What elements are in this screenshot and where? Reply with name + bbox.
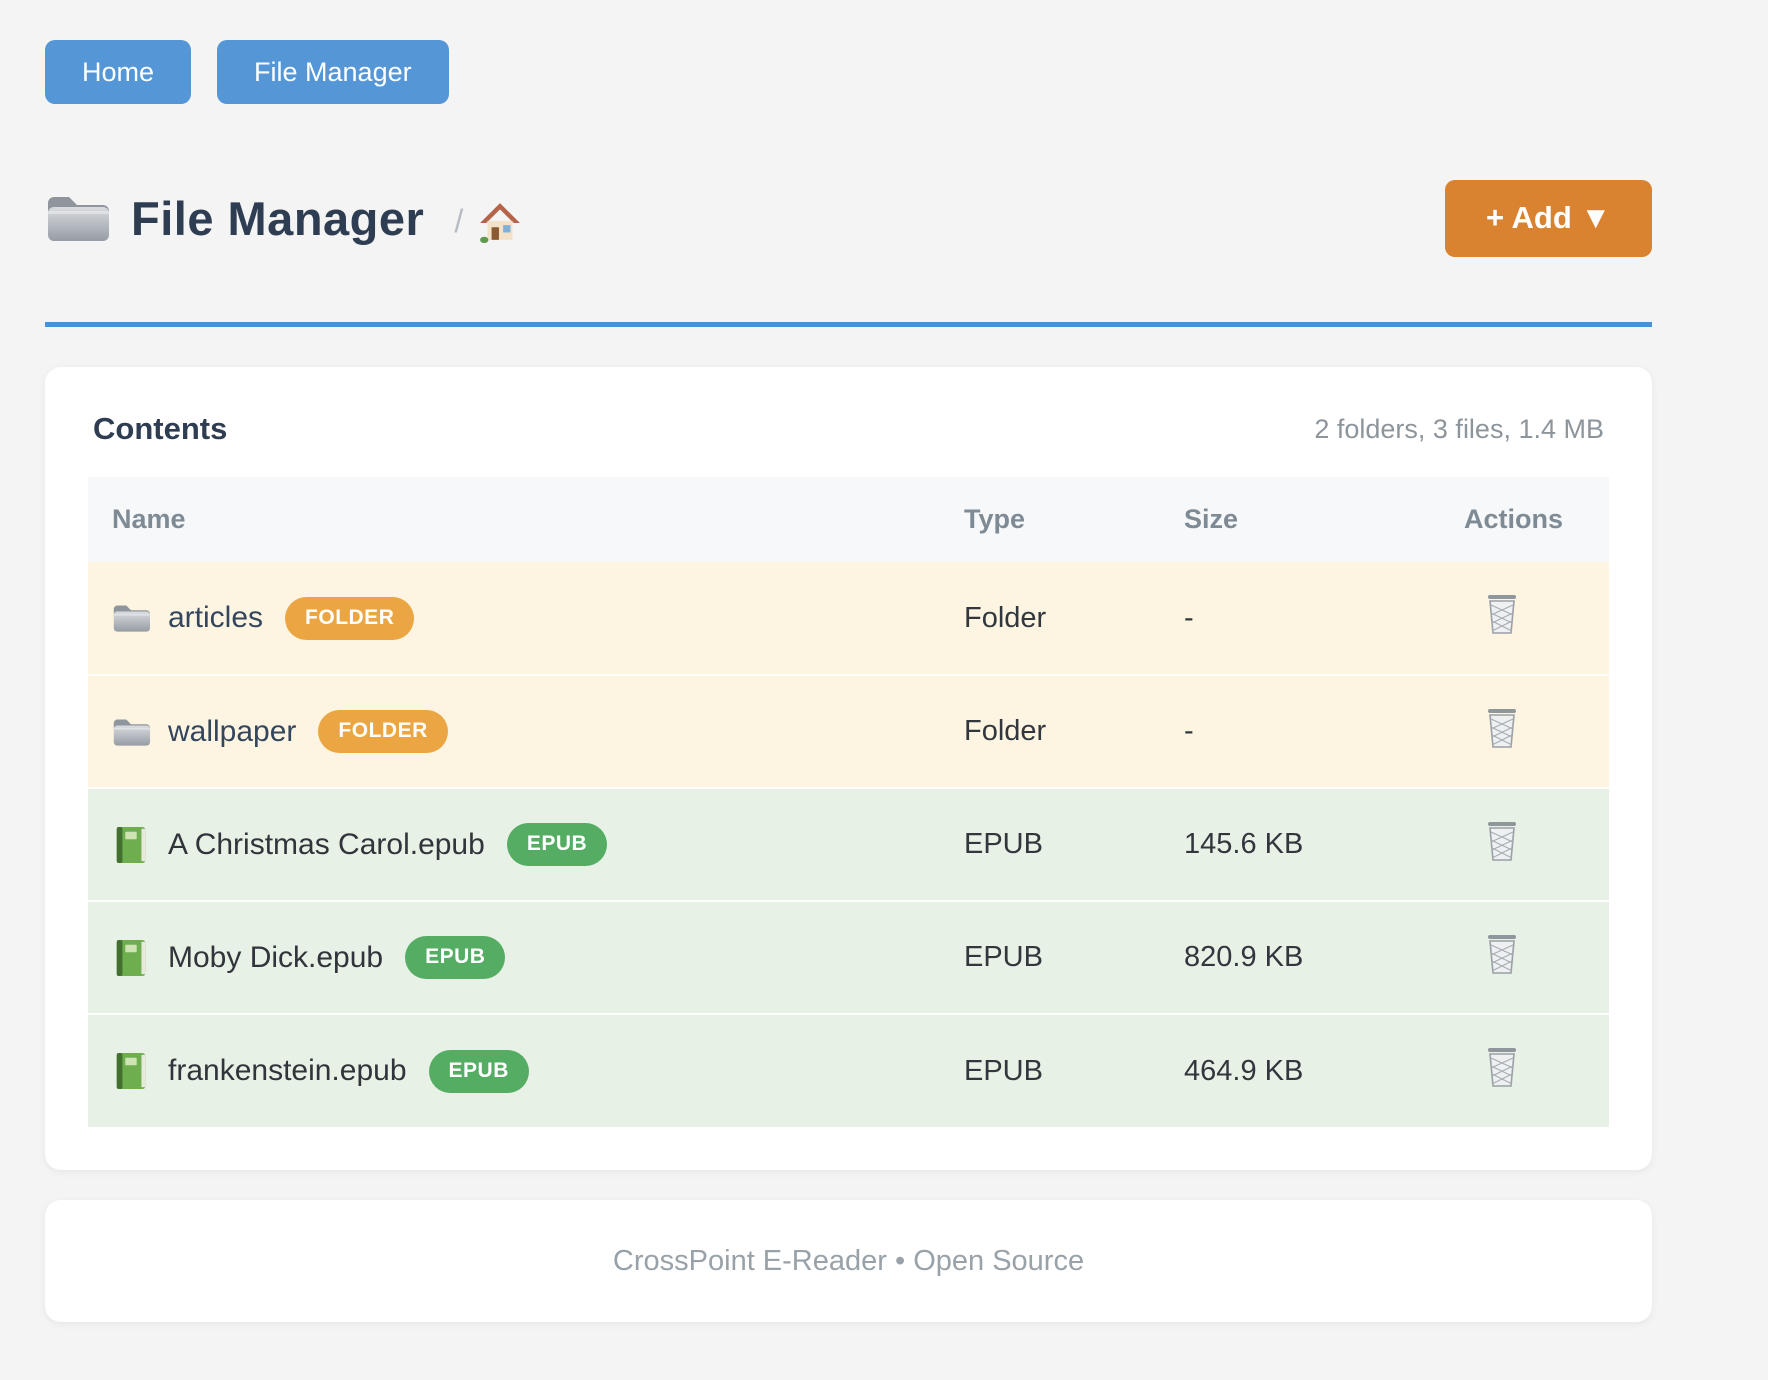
trash-icon xyxy=(1484,593,1520,635)
breadcrumb-separator: / xyxy=(454,202,464,239)
delete-button[interactable] xyxy=(1484,933,1520,975)
trash-icon xyxy=(1484,933,1520,975)
type-badge: FOLDER xyxy=(318,710,448,753)
nav-home-button[interactable]: Home xyxy=(45,40,192,104)
entry-size: 145.6 KB xyxy=(1160,787,1440,901)
top-navigation: Home File Manager xyxy=(45,40,1652,104)
add-button[interactable]: + Add ▼ xyxy=(1445,179,1652,257)
footer-card: CrossPoint E-Reader • Open Source xyxy=(45,1200,1652,1322)
home-breadcrumb-icon[interactable] xyxy=(479,201,521,243)
trash-icon xyxy=(1484,707,1520,749)
type-badge: EPUB xyxy=(506,823,608,866)
file-table: Name Type Size Actions articles FOLDER F… xyxy=(88,477,1609,1127)
type-badge: EPUB xyxy=(428,1049,529,1093)
header-divider xyxy=(45,322,1652,327)
footer-text: CrossPoint E-Reader • Open Source xyxy=(612,1244,1085,1277)
trash-icon xyxy=(1484,1046,1520,1088)
entry-type: EPUB xyxy=(940,787,1160,901)
delete-button[interactable] xyxy=(1484,707,1520,749)
folder-icon xyxy=(45,191,109,245)
contents-header: Contents 2 folders, 3 files, 1.4 MB xyxy=(88,411,1609,447)
column-header-type: Type xyxy=(940,477,1160,562)
type-badge: FOLDER xyxy=(285,596,415,640)
entry-size: - xyxy=(1160,562,1440,675)
page-title: File Manager xyxy=(131,191,425,245)
delete-button[interactable] xyxy=(1484,1046,1520,1088)
entry-type: EPUB xyxy=(940,900,1160,1014)
page-header: File Manager / + Add ▼ xyxy=(45,168,1652,268)
delete-button[interactable] xyxy=(1484,593,1520,635)
entry-size: - xyxy=(1160,674,1440,788)
entry-type: Folder xyxy=(940,562,1160,675)
entry-name[interactable]: A Christmas Carol.epub xyxy=(168,827,485,861)
column-header-name: Name xyxy=(88,477,940,562)
delete-button[interactable] xyxy=(1484,820,1520,862)
contents-title: Contents xyxy=(93,411,228,446)
book-icon xyxy=(112,1052,150,1090)
table-row[interactable]: Moby Dick.epub EPUB EPUB 820.9 KB xyxy=(88,900,1609,1014)
table-row[interactable]: frankenstein.epub EPUB EPUB 464.9 KB xyxy=(88,1013,1609,1127)
folder-icon xyxy=(112,599,150,637)
page-title-group: File Manager / xyxy=(45,191,521,246)
entry-name[interactable]: frankenstein.epub xyxy=(168,1054,407,1087)
type-badge: EPUB xyxy=(405,936,506,979)
entry-name[interactable]: Moby Dick.epub xyxy=(168,940,384,974)
file-manager-page: Home File Manager File Manager / + Add ▼… xyxy=(45,0,1652,1322)
contents-summary: 2 folders, 3 files, 1.4 MB xyxy=(1314,413,1604,444)
entry-name[interactable]: articles xyxy=(168,601,264,634)
book-icon xyxy=(112,826,150,864)
book-icon xyxy=(112,939,150,977)
column-header-size: Size xyxy=(1160,477,1440,562)
entry-type: Folder xyxy=(940,674,1160,788)
table-header-row: Name Type Size Actions xyxy=(88,477,1609,562)
folder-icon xyxy=(112,713,150,751)
entry-type: EPUB xyxy=(940,1013,1160,1127)
entry-name[interactable]: wallpaper xyxy=(168,714,297,748)
trash-icon xyxy=(1484,820,1520,862)
column-header-actions: Actions xyxy=(1440,477,1609,562)
nav-file-manager-button[interactable]: File Manager xyxy=(217,40,449,104)
entry-size: 820.9 KB xyxy=(1160,900,1440,1014)
entry-size: 464.9 KB xyxy=(1160,1013,1440,1127)
contents-card: Contents 2 folders, 3 files, 1.4 MB Name… xyxy=(45,367,1652,1170)
table-row[interactable]: wallpaper FOLDER Folder - xyxy=(88,674,1609,788)
table-row[interactable]: articles FOLDER Folder - xyxy=(88,562,1609,675)
table-row[interactable]: A Christmas Carol.epub EPUB EPUB 145.6 K… xyxy=(88,787,1609,901)
